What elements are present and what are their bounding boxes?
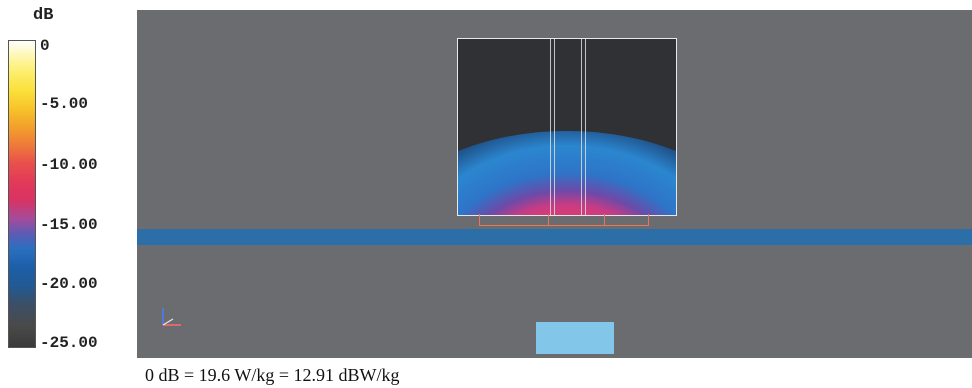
legend-tick-5: -25.00 <box>40 334 98 352</box>
legend-unit-label: dB <box>33 6 54 25</box>
legend-tick-4: -20.00 <box>40 275 98 293</box>
phantom-divider <box>581 39 582 215</box>
heatmap-field <box>458 131 676 215</box>
legend-tick-3: -15.00 <box>40 216 98 234</box>
legend-tick-1: -5.00 <box>40 95 89 113</box>
horizontal-band <box>137 229 972 245</box>
axes-icon <box>162 308 181 326</box>
feed-outline <box>479 214 649 226</box>
bottom-highlight-block <box>536 322 614 354</box>
phantom-divider <box>585 39 586 215</box>
phantom-divider <box>550 39 551 215</box>
legend-tick-2: -10.00 <box>40 156 98 174</box>
phantom-divider <box>554 39 555 215</box>
calibration-note: 0 dB = 19.6 W/kg = 12.91 dBW/kg <box>145 365 400 385</box>
legend-tick-0: 0 <box>40 37 50 55</box>
feed-rung <box>548 214 549 226</box>
colorbar <box>8 40 36 348</box>
feed-rung <box>604 214 605 226</box>
sar-plot-area <box>137 10 972 358</box>
phantom-field-region <box>457 38 677 216</box>
